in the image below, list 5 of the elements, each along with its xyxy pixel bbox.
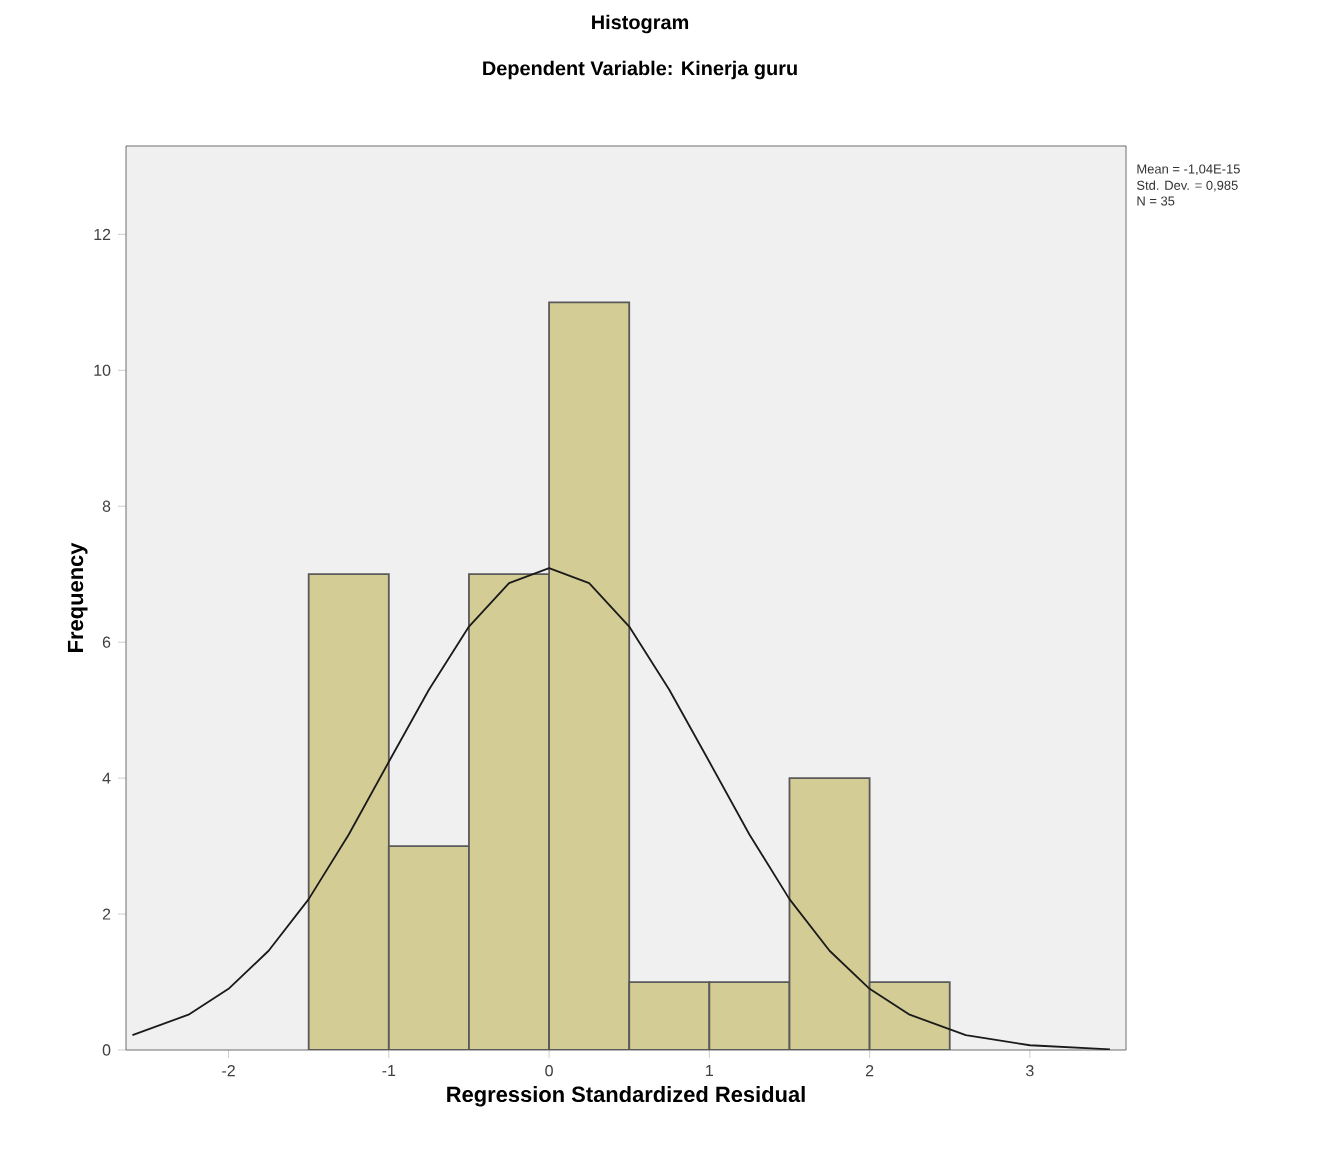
chart-title: Histogram (592, 14, 689, 34)
y-axis-title: Frequency (67, 542, 88, 652)
chart-subtitle: Dependent Variable: Kinerja guru (483, 60, 797, 80)
line-series (131, 567, 1111, 1050)
x-axis-title: Regression Standardized Residual (447, 1086, 805, 1107)
